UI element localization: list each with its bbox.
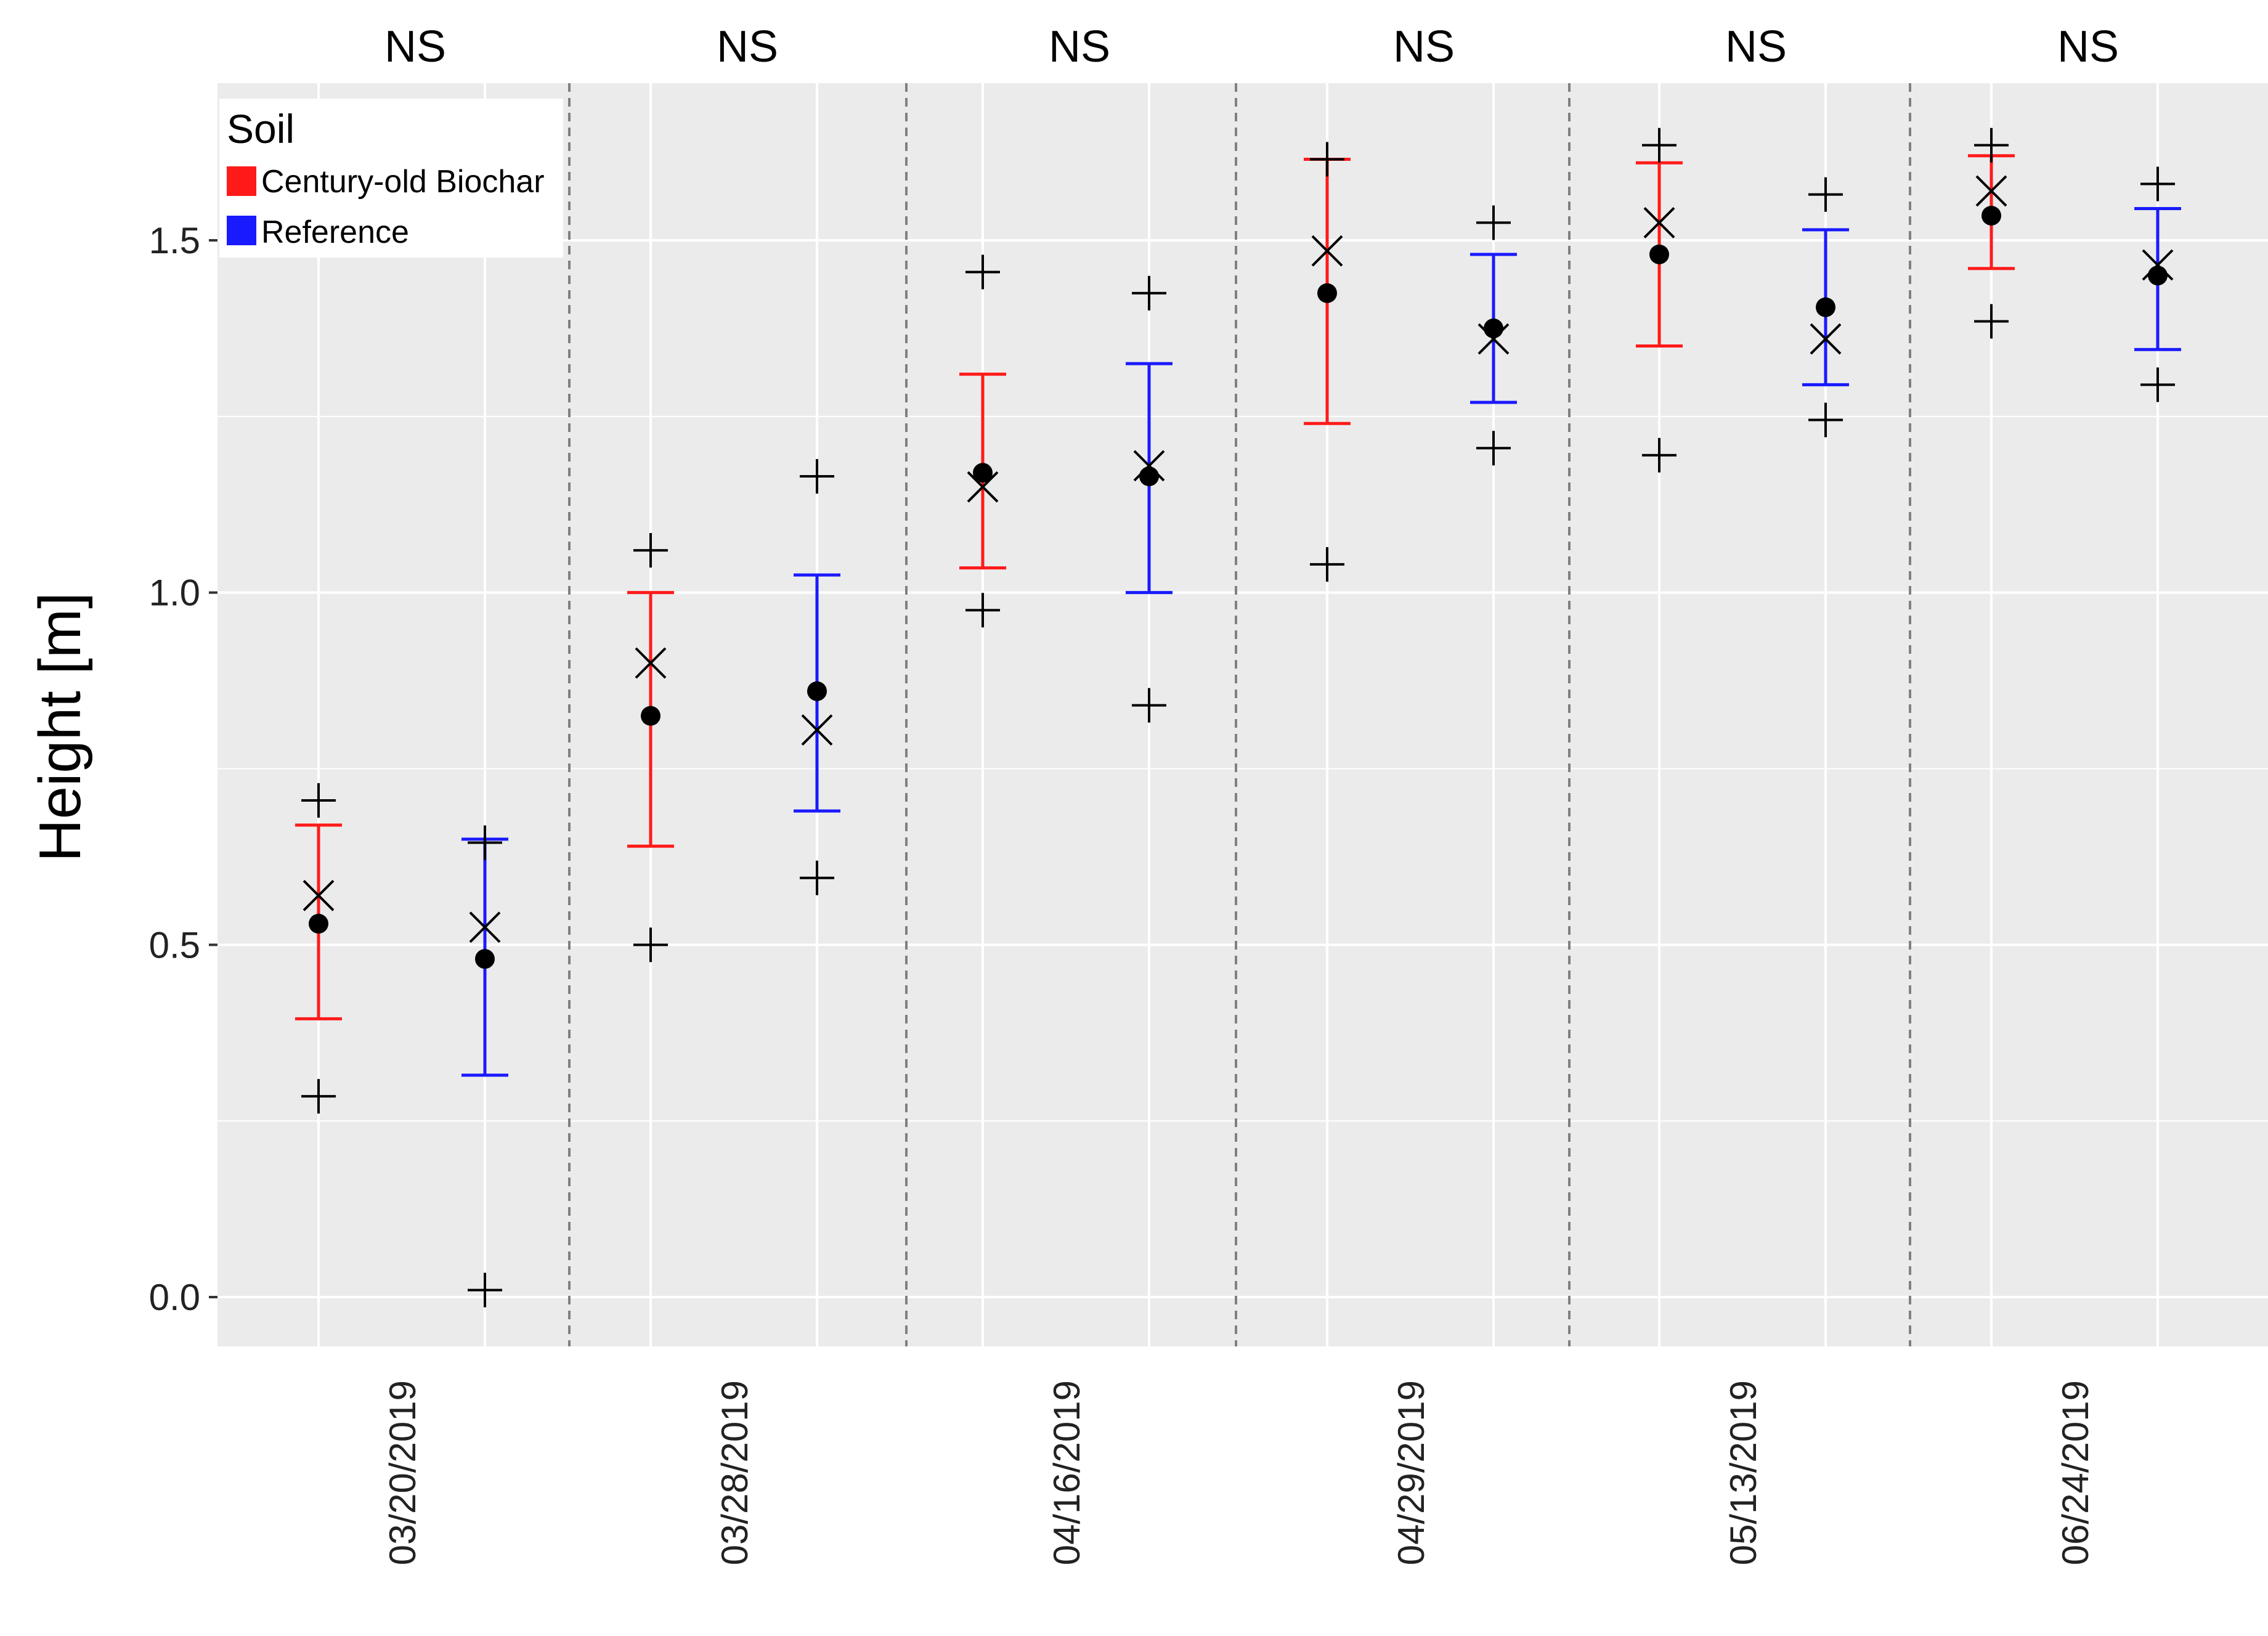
point-group: [295, 783, 342, 1114]
legend-key-biochar: [227, 166, 256, 196]
legend: Soil Century-old Biochar Reference: [219, 99, 563, 258]
point-group: [1126, 275, 1173, 723]
mean-point: [973, 463, 993, 483]
x-marker: [1643, 207, 1675, 238]
mean-point: [1981, 205, 2001, 226]
legend-key-reference: [227, 216, 256, 245]
x-tick-label: 06/24/2019: [2055, 1380, 2096, 1565]
point-group: [461, 825, 508, 1308]
x-tick-label: 04/16/2019: [1046, 1380, 1087, 1565]
x-marker: [1133, 450, 1165, 482]
x-marker: [469, 911, 501, 943]
x-marker: [1810, 323, 1842, 355]
x-marker: [303, 879, 335, 911]
significance-label: NS: [1725, 22, 1787, 71]
x-marker: [1311, 235, 1343, 267]
y-tick-label: 0.0: [149, 1277, 200, 1318]
point-group: [1304, 142, 1351, 582]
point-group: [959, 254, 1006, 628]
point-group: [627, 533, 674, 962]
legend-background: [219, 99, 563, 258]
significance-labels: NS NS NS NS NS NS: [384, 22, 2119, 71]
x-marker: [1477, 323, 1510, 355]
axes: 0.0 0.5 1.0 1.5 03/20/2019 03/28/2019 04/16/20…: [149, 220, 2096, 1565]
x-tick-label: 05/13/2019: [1723, 1380, 1764, 1565]
x-tick-label: 04/29/2019: [1391, 1380, 1432, 1565]
mean-point: [1139, 466, 1159, 487]
x-marker: [1975, 175, 2007, 207]
point-group: [1968, 128, 2015, 339]
significance-label: NS: [384, 22, 446, 71]
x-tick-label: 03/28/2019: [714, 1380, 755, 1565]
mean-point: [1317, 283, 1337, 303]
x-marker: [2142, 249, 2174, 281]
data-series: [295, 128, 2181, 1308]
x-tick-label: 03/20/2019: [382, 1380, 423, 1565]
significance-label: NS: [1049, 22, 1110, 71]
legend-label-reference: Reference: [261, 214, 409, 250]
y-tick-label: 1.0: [149, 572, 200, 614]
y-tick-label: 0.5: [149, 924, 200, 966]
mean-point: [1816, 297, 1835, 317]
significance-label: NS: [2057, 22, 2119, 71]
point-group: [1802, 177, 1849, 437]
point-group: [2134, 166, 2181, 402]
legend-title: Soil: [227, 106, 295, 152]
mean-point: [641, 706, 660, 726]
x-marker: [635, 647, 667, 679]
mean-point: [309, 914, 328, 934]
group-separators: [568, 83, 1911, 1346]
legend-label-biochar: Century-old Biochar: [261, 164, 545, 200]
point-group: [1470, 205, 1517, 466]
point-group: [794, 459, 840, 895]
mean-point: [807, 681, 827, 701]
mean-point: [475, 949, 495, 969]
point-group: [1636, 128, 1683, 473]
y-tick-label: 1.5: [149, 220, 200, 261]
significance-label: NS: [717, 22, 778, 71]
mean-point: [1649, 244, 1669, 264]
y-axis-label: Height [m]: [27, 592, 93, 861]
x-marker: [967, 471, 999, 503]
significance-label: NS: [1393, 22, 1455, 71]
mean-point: [2148, 266, 2168, 286]
x-marker: [801, 714, 833, 746]
plot-panel: [217, 83, 2268, 1346]
mean-point: [1484, 318, 1503, 338]
